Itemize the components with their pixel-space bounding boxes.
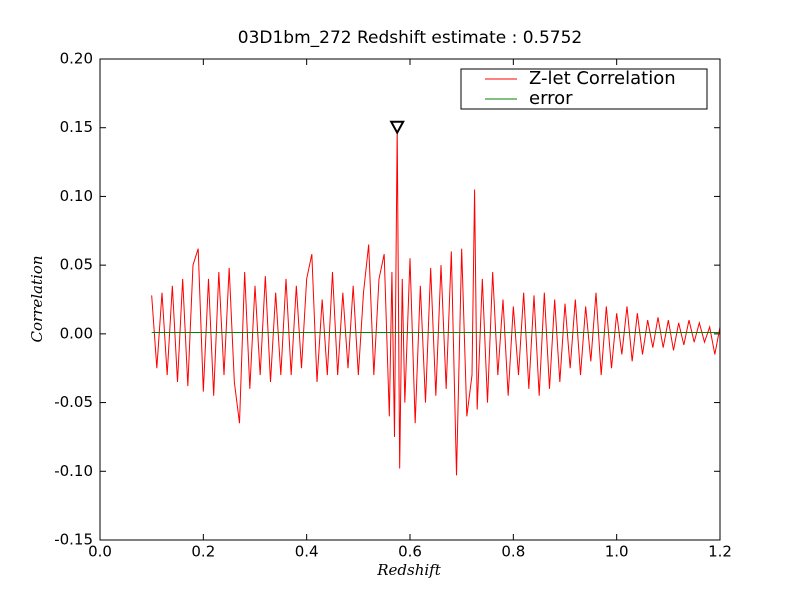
line-series xyxy=(151,127,721,476)
y-axis-label: Correlation xyxy=(28,256,46,343)
peak-marker xyxy=(389,120,405,135)
y-tick-label: -0.15 xyxy=(54,531,93,549)
x-tick-label: 0.2 xyxy=(191,543,215,561)
x-axis-label: Redshift xyxy=(376,561,441,579)
y-tick-label: 0.00 xyxy=(60,324,93,342)
legend-box xyxy=(460,68,708,110)
y-tick-label: 0.15 xyxy=(60,118,93,136)
y-tick-label: -0.05 xyxy=(54,393,93,411)
y-tick-label: 0.20 xyxy=(60,50,93,68)
x-tick-label: 0.8 xyxy=(501,543,525,561)
legend-label: Z-let Correlation xyxy=(529,68,676,89)
y-tick-label: -0.10 xyxy=(54,462,93,480)
x-tick-label: 0.6 xyxy=(398,543,422,561)
x-tick-label: 1.0 xyxy=(605,543,629,561)
x-tick-label: 0.0 xyxy=(88,543,112,561)
plot-frame xyxy=(99,58,721,541)
x-tick-label: 0.4 xyxy=(295,543,319,561)
legend-label: error xyxy=(529,88,573,109)
y-tick-label: 0.05 xyxy=(60,256,93,274)
chart-title: 03D1bm_272 Redshift estimate : 0.5752 xyxy=(238,28,582,48)
x-tick-label: 1.2 xyxy=(708,543,732,561)
y-tick-label: 0.10 xyxy=(60,187,93,205)
